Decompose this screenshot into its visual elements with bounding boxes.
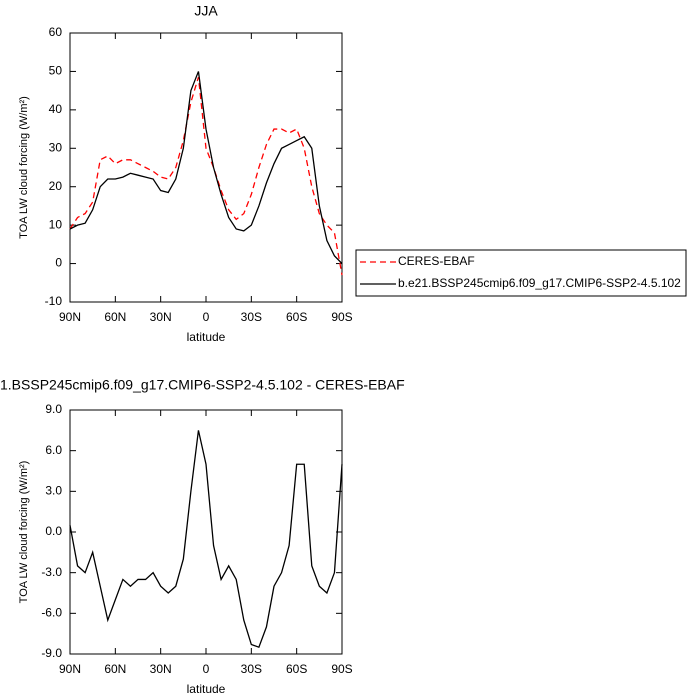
x-tick-label: 60S	[286, 662, 307, 676]
legend-box	[355, 249, 687, 297]
plot-frame	[69, 32, 343, 303]
x-tick-label: 0	[203, 662, 210, 676]
y-tick-label: 0	[55, 256, 62, 270]
y-tick-label: -9.0	[41, 646, 62, 660]
y-tick-label: 10	[49, 217, 63, 231]
x-tick-label: 90N	[59, 662, 81, 676]
y-tick-label: 30	[49, 140, 63, 154]
legend-label: b.e21.BSSP245cmip6.f09_g17.CMIP6-SSP2-4.…	[398, 276, 681, 290]
x-tick-label: 90N	[59, 310, 81, 324]
y-tick-label: 0.0	[45, 524, 62, 538]
x-tick-label: 90S	[331, 310, 352, 324]
x-tick-label: 60N	[104, 310, 126, 324]
x-tick-label: 90S	[331, 662, 352, 676]
x-tick-label: 0	[203, 310, 210, 324]
data-line	[69, 77, 343, 276]
x-tick-label: 60S	[286, 310, 307, 324]
y-tick-label: 3.0	[45, 484, 62, 498]
legend-label: CERES-EBAF	[398, 254, 475, 268]
y-tick-label: 6.0	[45, 443, 62, 457]
x-axis-label: latitude	[187, 330, 226, 344]
y-tick-label: -6.0	[41, 606, 62, 620]
x-tick-label: 30S	[241, 310, 262, 324]
data-line	[69, 430, 343, 649]
x-tick-label: 30S	[241, 662, 262, 676]
y-tick-label: 9.0	[45, 402, 62, 416]
x-axis-label: latitude	[187, 682, 226, 696]
y-tick-label: -10	[45, 294, 63, 308]
data-line	[69, 71, 343, 265]
plot-frame	[69, 409, 343, 655]
chart-title: JJA	[194, 3, 218, 19]
y-tick-label: 40	[49, 102, 63, 116]
y-tick-label: -3.0	[41, 565, 62, 579]
y-axis-label: TOA LW cloud forcing (W/m²)	[18, 96, 30, 239]
x-tick-label: 30N	[150, 662, 172, 676]
chart-title: 1.BSSP245cmip6.f09_g17.CMIP6-SSP2-4.5.10…	[0, 377, 405, 393]
x-tick-label: 60N	[104, 662, 126, 676]
y-tick-label: 60	[49, 25, 63, 39]
y-tick-label: 50	[49, 64, 63, 78]
y-tick-label: 20	[49, 179, 63, 193]
x-tick-label: 30N	[150, 310, 172, 324]
y-axis-label: TOA LW cloud forcing (W/m²)	[18, 461, 30, 604]
